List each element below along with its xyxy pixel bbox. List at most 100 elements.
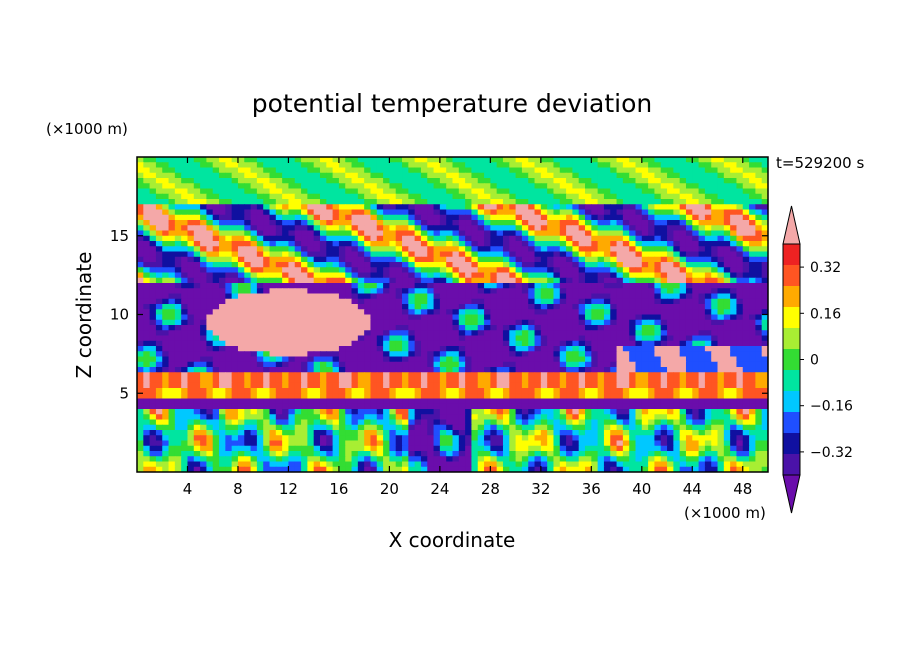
heatmap-cell [496,251,504,258]
heatmap-cell [477,246,485,253]
heatmap-cell [742,335,750,342]
heatmap-cell [389,351,397,358]
heatmap-cell [282,204,290,211]
heatmap-cell [414,309,422,316]
heatmap-cell [540,256,548,263]
heatmap-cell [578,167,586,174]
heatmap-cell [591,214,599,221]
heatmap-cell [761,225,768,232]
heatmap-cell [591,367,599,373]
heatmap-cell [427,288,435,295]
heatmap-cell [275,256,283,263]
heatmap-cell [370,325,378,331]
heatmap-cell [717,283,725,289]
heatmap-cell [433,356,441,363]
heatmap-cell [326,351,334,358]
heatmap-cell [212,356,220,363]
heatmap-cell [528,351,536,358]
heatmap-cell [301,251,308,258]
heatmap-cell [717,199,725,205]
heatmap-cell [149,241,157,247]
heatmap-cell [654,199,662,205]
heatmap-cell [389,356,397,363]
heatmap-cell [301,351,308,358]
heatmap-cell [408,393,416,400]
heatmap-cell [616,209,624,216]
heatmap-cell [250,409,258,415]
heatmap-cell [641,241,649,247]
heatmap-cell [307,199,315,205]
heatmap-cell [143,409,151,415]
heatmap-cell [521,225,529,232]
heatmap-cell [231,241,239,247]
heatmap-cell [465,325,473,331]
heatmap-cell [452,288,460,295]
heatmap-cell [521,309,529,316]
heatmap-cell [591,393,599,400]
heatmap-cell [711,293,719,300]
heatmap-cell [578,388,586,394]
heatmap-cell [704,246,712,253]
heatmap-cell [282,351,290,358]
heatmap-cell [149,398,157,405]
heatmap-cell [654,319,662,326]
heatmap-cell [376,346,384,352]
heatmap-cell [755,272,763,279]
heatmap-cell [660,246,668,253]
heatmap-cell [603,314,611,321]
heatmap-cell [420,382,428,389]
heatmap-cell [402,214,409,221]
heatmap-cell [534,188,542,195]
heatmap-cell [187,356,195,363]
heatmap-cell [559,372,567,379]
heatmap-cell [509,388,517,394]
heatmap-cell [269,204,277,211]
heatmap-cell [698,403,706,410]
heatmap-cell [547,293,555,300]
heatmap-cell [143,199,151,205]
heatmap-cell [465,393,473,400]
heatmap-cell [244,298,252,305]
heatmap-cell [206,304,214,310]
heatmap-cell [200,235,208,242]
heatmap-cell [547,330,555,337]
heatmap-cell [711,283,719,289]
heatmap-cell [275,235,283,242]
heatmap-cell [597,335,605,342]
heatmap-cell [616,382,624,389]
heatmap-cell [351,367,359,373]
heatmap-cell [326,319,334,326]
heatmap-cell [465,309,473,316]
heatmap-cell [490,304,498,310]
heatmap-cell [288,293,296,300]
heatmap-cell [610,183,618,190]
heatmap-cell [553,356,561,363]
heatmap-cell [616,199,624,205]
heatmap-cell [717,235,725,242]
heatmap-cell [641,398,649,405]
heatmap-cell [566,204,573,211]
heatmap-cell [534,246,542,253]
heatmap-cell [723,288,731,295]
heatmap-cell [332,330,340,337]
heatmap-cell [446,314,454,321]
heatmap-cell [761,335,768,342]
heatmap-cell [534,241,542,247]
heatmap-cell [717,367,725,373]
heatmap-cell [673,403,681,410]
heatmap-cell [231,330,239,337]
heatmap-cell [282,367,290,373]
heatmap-cell [338,288,346,295]
heatmap-cell [585,377,592,384]
heatmap-cell [338,293,346,300]
heatmap-cell [553,267,561,274]
heatmap-cell [187,172,195,179]
heatmap-cell [219,367,226,373]
heatmap-cell [338,314,346,321]
heatmap-cell [591,277,599,284]
heatmap-cell [553,319,561,326]
heatmap-cell [376,262,384,268]
heatmap-cell [711,251,719,258]
heatmap-cell [723,340,731,347]
heatmap-cell [711,298,719,305]
